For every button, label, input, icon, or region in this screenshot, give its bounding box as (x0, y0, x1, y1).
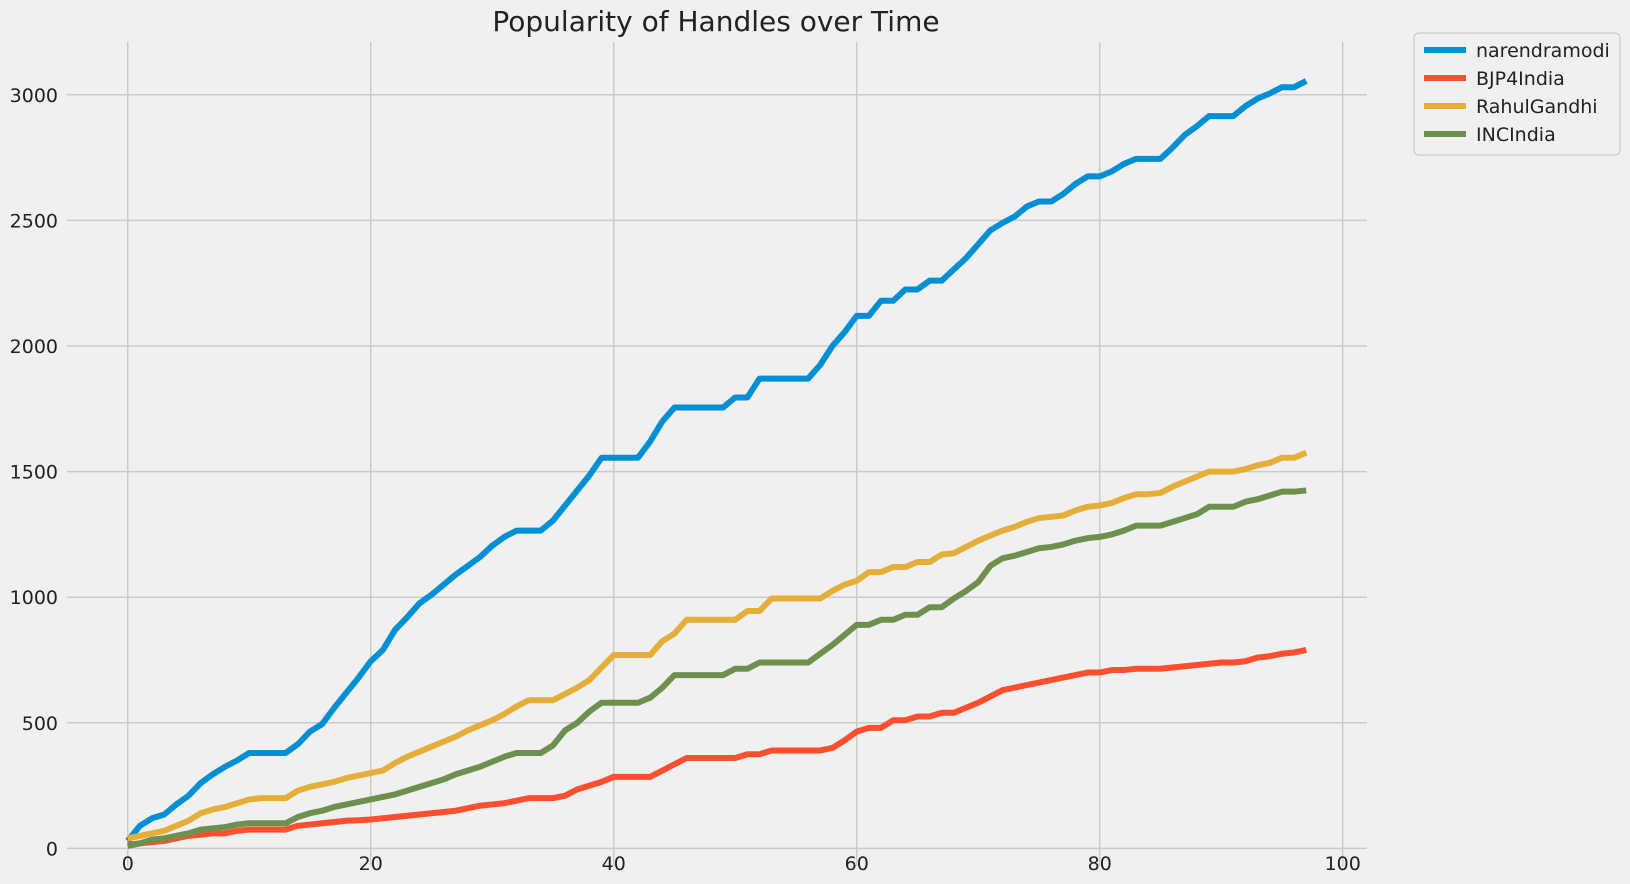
y-tick-label: 1500 (10, 462, 58, 484)
x-tick-label: 20 (359, 853, 383, 875)
legend: narendramodi BJP4India RahulGandhi INCIndia (1413, 32, 1621, 156)
legend-label: BJP4India (1476, 68, 1565, 90)
x-tick-label: 60 (845, 853, 869, 875)
x-tick-label: 0 (122, 853, 134, 875)
x-tick-label: 100 (1325, 853, 1361, 875)
series-line-rahulgandhi (127, 449, 1308, 842)
legend-label: RahulGandhi (1476, 96, 1598, 118)
plot-background (67, 42, 1367, 866)
y-tick-labels: 0 500 1000 1500 2000 2500 3000 (10, 85, 58, 861)
y-tick-label: 0 (46, 838, 58, 860)
y-tick-label: 500 (22, 713, 58, 735)
grid (67, 42, 1367, 866)
y-tick-label: 1000 (10, 587, 58, 609)
series-line-incindia (127, 487, 1307, 849)
series-line-bjp4india (127, 647, 1307, 848)
y-tick-label: 3000 (10, 85, 58, 107)
series-line-narendramodi (125, 78, 1308, 843)
legend-label: narendramodi (1476, 40, 1610, 62)
series-layer (125, 78, 1308, 849)
x-tick-label: 40 (602, 853, 626, 875)
legend-label: INCIndia (1476, 124, 1556, 146)
y-tick-label: 2000 (10, 336, 58, 358)
x-tick-label: 80 (1088, 853, 1112, 875)
y-tick-label: 2500 (10, 210, 58, 232)
chart-title: Popularity of Handles over Time (492, 5, 939, 38)
x-tick-labels: 0 20 40 60 80 100 (122, 853, 1361, 875)
legend-box (1413, 32, 1621, 156)
